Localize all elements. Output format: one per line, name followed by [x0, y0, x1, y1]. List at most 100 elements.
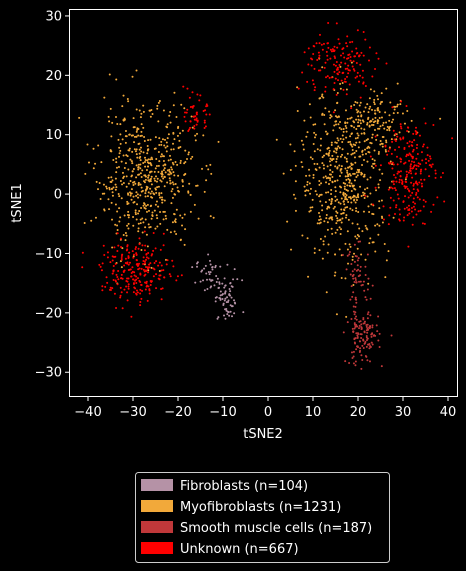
data-point [148, 263, 151, 266]
data-point [101, 285, 104, 288]
data-point [158, 274, 161, 277]
data-point [355, 118, 358, 121]
data-point [348, 173, 351, 176]
data-point [337, 123, 340, 126]
data-point [389, 196, 392, 199]
data-point [164, 214, 167, 217]
data-point [379, 164, 382, 167]
data-point [81, 251, 84, 254]
data-point [335, 158, 338, 161]
data-point [374, 116, 377, 119]
data-point [319, 200, 322, 203]
data-point [405, 181, 408, 184]
data-point [364, 106, 367, 109]
data-point [357, 134, 360, 137]
data-point [410, 155, 413, 158]
data-point [135, 253, 138, 256]
data-point [331, 154, 334, 157]
data-point [333, 124, 336, 127]
data-point [313, 150, 316, 153]
y-tick-label: −20 [35, 306, 62, 321]
data-point [341, 134, 344, 137]
data-point [147, 158, 150, 161]
data-point [194, 134, 197, 137]
data-point [119, 142, 122, 145]
data-point [423, 107, 426, 110]
data-point [354, 277, 357, 280]
data-point [150, 177, 152, 180]
data-point [357, 193, 360, 196]
data-point [321, 257, 324, 260]
data-point [336, 116, 339, 119]
data-point [141, 217, 144, 220]
data-point [320, 95, 323, 98]
data-point [158, 137, 161, 140]
data-point [357, 268, 360, 271]
data-point [377, 57, 380, 60]
data-point [407, 171, 410, 174]
data-point [309, 187, 312, 190]
data-point [122, 270, 125, 273]
data-point [313, 247, 316, 250]
data-point [150, 156, 153, 159]
data-point [420, 168, 423, 171]
data-point [150, 217, 153, 220]
data-point [382, 218, 385, 221]
data-point [116, 210, 119, 213]
data-point [131, 170, 134, 173]
data-point [144, 156, 147, 159]
y-tick-label: −30 [35, 366, 62, 381]
data-point [331, 176, 334, 179]
data-point [99, 265, 102, 268]
data-point [143, 203, 146, 206]
data-point [127, 202, 130, 205]
data-point [332, 49, 335, 52]
data-point [410, 119, 413, 122]
data-point [147, 271, 150, 274]
data-point [362, 280, 365, 283]
data-point [117, 166, 120, 169]
data-point [104, 285, 107, 288]
data-point [329, 173, 332, 176]
data-point [158, 160, 161, 163]
data-point [127, 100, 130, 103]
data-point [343, 185, 346, 188]
data-point [354, 305, 357, 308]
data-point [385, 259, 388, 262]
data-point [321, 209, 324, 212]
data-point [172, 104, 175, 107]
data-point [132, 278, 135, 281]
data-point [375, 324, 378, 327]
data-point [363, 140, 366, 143]
data-point [352, 68, 355, 71]
data-point [369, 297, 372, 300]
data-point [122, 119, 125, 122]
data-point [152, 275, 155, 278]
data-point [356, 247, 359, 250]
data-point [157, 164, 160, 167]
data-point [159, 248, 162, 251]
data-point [196, 265, 199, 268]
data-point [349, 207, 352, 210]
data-point [389, 101, 392, 104]
data-point [367, 311, 370, 314]
data-point [208, 113, 211, 116]
data-point [138, 173, 141, 176]
data-point [116, 228, 119, 231]
data-point [152, 231, 155, 234]
data-point [388, 129, 391, 132]
data-point [410, 207, 413, 210]
data-point [355, 348, 358, 351]
data-point [165, 263, 168, 266]
data-point [334, 147, 337, 150]
data-point [147, 174, 150, 177]
data-point [114, 115, 117, 118]
data-point [350, 351, 353, 354]
data-point [132, 195, 135, 198]
data-point [403, 146, 406, 149]
data-point [228, 293, 231, 296]
data-point [399, 103, 402, 106]
data-point [324, 175, 327, 178]
data-point [397, 170, 400, 173]
data-point [144, 207, 147, 210]
